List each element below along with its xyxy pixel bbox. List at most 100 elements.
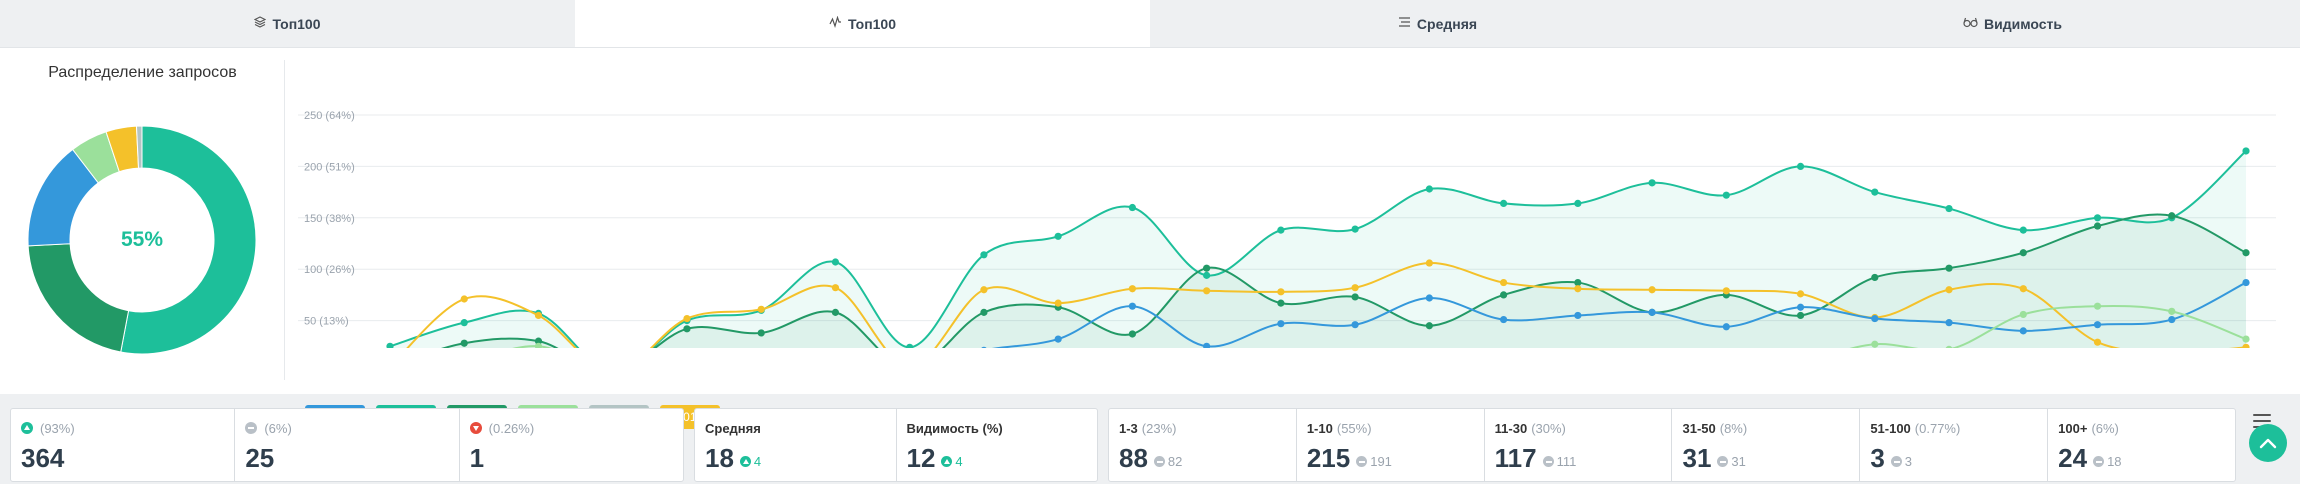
data-point-1-10[interactable] bbox=[1128, 203, 1136, 212]
data-point-11-30[interactable] bbox=[1871, 273, 1879, 282]
data-point-11-30[interactable] bbox=[1425, 322, 1433, 330]
tab-top100-activity[interactable]: Топ100 bbox=[575, 0, 1150, 47]
data-point-1-3[interactable] bbox=[1203, 342, 1211, 348]
data-point-1-3[interactable] bbox=[1722, 323, 1730, 331]
data-point-1-10[interactable] bbox=[1574, 199, 1582, 208]
data-point-101+[interactable] bbox=[2019, 285, 2027, 293]
position-groups: 1-3 (23%) 88 82 1-10 (55%) 215 191 11-30 (30%… bbox=[1108, 408, 2236, 482]
data-point-11-30[interactable] bbox=[534, 337, 543, 345]
tab-visibility[interactable]: Видимость bbox=[1725, 0, 2300, 47]
data-point-1-10[interactable] bbox=[2242, 147, 2250, 155]
data-point-101+[interactable] bbox=[460, 295, 468, 303]
data-point-11-30[interactable] bbox=[831, 308, 840, 316]
data-point-11-30[interactable] bbox=[1500, 291, 1508, 299]
data-point-101+[interactable] bbox=[1945, 286, 1953, 294]
data-point-1-3[interactable] bbox=[2019, 327, 2027, 335]
data-point-11-30[interactable] bbox=[460, 339, 468, 347]
data-point-1-10[interactable] bbox=[1796, 162, 1805, 170]
data-point-1-3[interactable] bbox=[1648, 308, 1656, 316]
data-point-31-50[interactable] bbox=[2019, 310, 2027, 319]
data-point-1-3[interactable] bbox=[1425, 294, 1433, 302]
tab-average[interactable]: Средняя bbox=[1150, 0, 1725, 47]
data-point-1-3[interactable] bbox=[1574, 311, 1582, 320]
data-point-11-30[interactable] bbox=[2093, 222, 2102, 230]
layers-icon bbox=[254, 16, 267, 31]
data-point-1-10[interactable] bbox=[1425, 185, 1433, 193]
data-point-101+[interactable] bbox=[757, 305, 765, 313]
data-point-101+[interactable] bbox=[534, 311, 543, 320]
data-point-11-30[interactable] bbox=[980, 308, 988, 316]
data-point-31-50[interactable] bbox=[534, 342, 543, 348]
data-point-1-3[interactable] bbox=[1871, 314, 1879, 323]
data-point-1-10[interactable] bbox=[460, 319, 468, 327]
scroll-to-top-button[interactable] bbox=[2249, 424, 2287, 462]
data-point-11-30[interactable] bbox=[1203, 264, 1211, 272]
data-point-1-10[interactable] bbox=[1277, 226, 1285, 234]
data-point-1-10[interactable] bbox=[980, 251, 988, 259]
data-point-1-10[interactable] bbox=[1648, 179, 1656, 187]
data-point-31-50[interactable] bbox=[1945, 345, 1953, 348]
value: 24 bbox=[2058, 443, 2088, 473]
data-point-101+[interactable] bbox=[980, 286, 988, 294]
data-point-1-3[interactable] bbox=[2242, 278, 2250, 287]
data-point-101+[interactable] bbox=[683, 314, 691, 323]
data-point-11-30[interactable] bbox=[2019, 249, 2027, 257]
data-point-101+[interactable] bbox=[1351, 284, 1359, 292]
data-point-1-3[interactable] bbox=[2093, 321, 2102, 329]
data-point-101+[interactable] bbox=[1574, 285, 1582, 293]
data-point-11-30[interactable] bbox=[757, 329, 765, 337]
data-point-1-3[interactable] bbox=[1351, 321, 1359, 329]
data-point-1-10[interactable] bbox=[831, 258, 840, 266]
data-point-11-30[interactable] bbox=[683, 325, 691, 333]
data-point-101+[interactable] bbox=[1277, 288, 1285, 296]
data-point-1-3[interactable] bbox=[1500, 315, 1508, 324]
data-point-11-30[interactable] bbox=[1796, 311, 1805, 320]
data-point-11-30[interactable] bbox=[2242, 249, 2250, 257]
positions-line-chart[interactable]: 0 (0%)50 (13%)100 (26%)150 (38%)200 (51%… bbox=[290, 48, 2290, 348]
tab-top100-layers[interactable]: Топ100 bbox=[0, 0, 575, 47]
data-point-11-30[interactable] bbox=[1574, 278, 1582, 287]
data-point-11-30[interactable] bbox=[1277, 299, 1285, 307]
data-point-101+[interactable] bbox=[1500, 278, 1508, 287]
data-point-1-10[interactable] bbox=[1871, 188, 1879, 196]
data-point-1-3[interactable] bbox=[1128, 302, 1136, 310]
arrow-up-circle-icon bbox=[941, 456, 953, 467]
data-point-1-10[interactable] bbox=[1500, 199, 1508, 208]
data-point-1-3[interactable] bbox=[1054, 335, 1062, 343]
data-point-1-10[interactable] bbox=[386, 342, 394, 348]
donut-segment-1-10[interactable] bbox=[120, 125, 257, 355]
data-point-1-10[interactable] bbox=[1945, 204, 1953, 213]
data-point-101+[interactable] bbox=[1648, 286, 1656, 294]
donut-segment-51-100[interactable] bbox=[135, 125, 143, 169]
data-point-31-50[interactable] bbox=[2093, 302, 2102, 310]
minus-circle-icon bbox=[1153, 456, 1165, 467]
data-point-1-10[interactable] bbox=[2019, 226, 2027, 234]
data-point-1-10[interactable] bbox=[1054, 232, 1062, 240]
data-point-11-30[interactable] bbox=[1351, 293, 1359, 301]
data-point-31-50[interactable] bbox=[2168, 307, 2176, 315]
data-point-1-10[interactable] bbox=[1203, 271, 1211, 279]
data-point-1-3[interactable] bbox=[1277, 320, 1285, 328]
data-point-101+[interactable] bbox=[1054, 299, 1062, 307]
data-point-31-50[interactable] bbox=[1871, 340, 1879, 348]
data-point-1-10[interactable] bbox=[1351, 225, 1359, 233]
data-point-101+[interactable] bbox=[1203, 287, 1211, 295]
data-point-31-50[interactable] bbox=[2242, 335, 2250, 343]
data-point-1-3[interactable] bbox=[1945, 319, 1953, 327]
data-point-1-10[interactable] bbox=[2093, 214, 2102, 222]
data-point-101+[interactable] bbox=[2242, 343, 2250, 348]
data-point-101+[interactable] bbox=[831, 284, 840, 292]
data-point-1-3[interactable] bbox=[980, 346, 987, 348]
data-point-1-3[interactable] bbox=[2168, 315, 2176, 324]
data-point-11-30[interactable] bbox=[2168, 212, 2176, 220]
data-point-101+[interactable] bbox=[1425, 259, 1433, 267]
data-point-101+[interactable] bbox=[1796, 290, 1805, 298]
data-point-101+[interactable] bbox=[1722, 287, 1730, 295]
data-point-11-30[interactable] bbox=[1945, 264, 1953, 272]
data-point-1-10[interactable] bbox=[1722, 191, 1730, 199]
data-point-101+[interactable] bbox=[1128, 285, 1136, 293]
data-point-101+[interactable] bbox=[2093, 338, 2102, 346]
data-point-11-30[interactable] bbox=[1128, 330, 1136, 338]
data-point-1-10[interactable] bbox=[906, 343, 914, 348]
data-point-1-3[interactable] bbox=[1796, 303, 1805, 311]
